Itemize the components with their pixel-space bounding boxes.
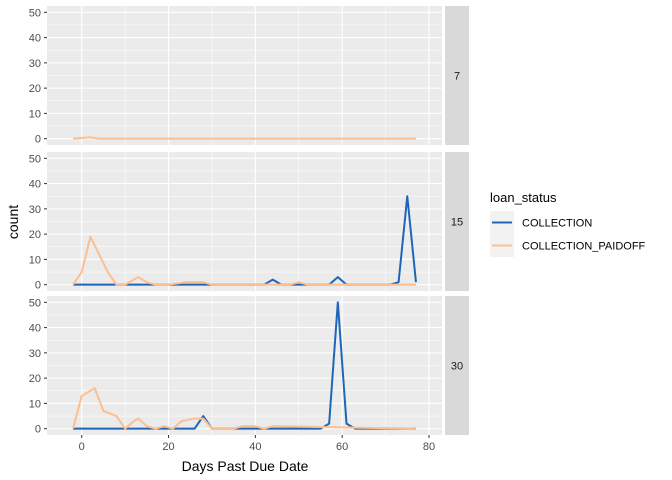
legend-label-collection: COLLECTION bbox=[522, 218, 592, 230]
y-tick-label: 50 bbox=[29, 297, 41, 309]
x-axis: 0 20 40 60 80 bbox=[79, 435, 435, 453]
series-line-collection-facet-15 bbox=[73, 195, 417, 286]
y-axis-title: count bbox=[5, 205, 21, 239]
y-tick-label: 10 bbox=[29, 398, 41, 410]
facet-strip-label: 7 bbox=[454, 71, 460, 83]
facet-panel-15: 0 10 20 30 40 50 15 bbox=[29, 152, 469, 292]
y-tick-label: 20 bbox=[29, 373, 41, 385]
x-tick-label: 60 bbox=[336, 441, 348, 453]
y-tick-label: 20 bbox=[29, 229, 41, 241]
facet-strip bbox=[445, 152, 469, 291]
x-tick-label: 0 bbox=[79, 441, 85, 453]
y-tick-label: 0 bbox=[35, 134, 41, 146]
y-tick-label: 40 bbox=[29, 179, 41, 191]
y-tick-label: 0 bbox=[35, 280, 41, 292]
facet-strip bbox=[445, 6, 469, 145]
y-tick-label: 20 bbox=[29, 83, 41, 95]
x-tick-label: 20 bbox=[162, 441, 174, 453]
x-axis-title: Days Past Due Date bbox=[182, 458, 309, 474]
x-tick-label: 80 bbox=[423, 441, 435, 453]
facet-panel-30: 0 10 20 30 40 50 30 bbox=[29, 296, 469, 436]
facet-panels: 0 10 20 30 40 50 7 0 10 20 30 40 50 15 0 10 20 30 40 50 30 bbox=[29, 6, 469, 436]
series-line-collection-paidoff-facet-30 bbox=[72, 387, 416, 430]
y-tick-label: 10 bbox=[29, 108, 41, 120]
facet-strip-label: 30 bbox=[451, 361, 463, 373]
y-tick-label: 30 bbox=[29, 58, 41, 70]
facet-panel-7: 0 10 20 30 40 50 7 bbox=[29, 6, 469, 146]
y-tick-label: 40 bbox=[29, 323, 41, 335]
series-line-collection-paidoff-facet-15 bbox=[72, 235, 416, 286]
y-tick-label: 30 bbox=[29, 204, 41, 216]
facet-strip bbox=[445, 296, 469, 435]
y-tick-label: 50 bbox=[29, 7, 41, 19]
facet-strip-label: 15 bbox=[451, 217, 463, 229]
y-tick-label: 10 bbox=[29, 254, 41, 266]
y-tick-label: 50 bbox=[29, 153, 41, 165]
legend-title: loan_status bbox=[490, 190, 557, 205]
series-line-collection-paidoff-facet-7 bbox=[72, 136, 416, 140]
y-tick-label: 0 bbox=[35, 424, 41, 436]
legend-label-collection-paidoff: COLLECTION_PAIDOFF bbox=[522, 241, 646, 253]
y-tick-label: 30 bbox=[29, 348, 41, 360]
legend: loan_status COLLECTION COLLECTION_PAIDOFF bbox=[490, 190, 646, 257]
y-tick-label: 40 bbox=[29, 33, 41, 45]
x-tick-label: 40 bbox=[249, 441, 261, 453]
